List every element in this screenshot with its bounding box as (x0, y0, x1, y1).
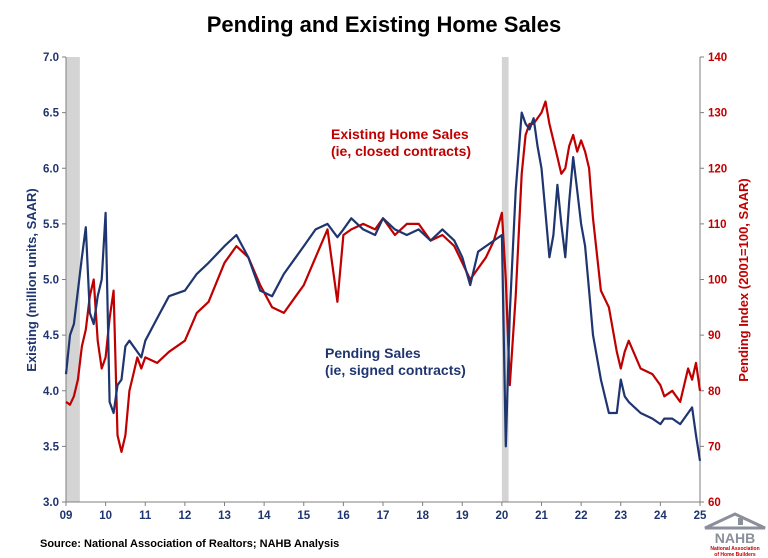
right-tick-label: 100 (708, 275, 727, 287)
left-tick-label: 6.5 (43, 108, 60, 120)
recession-band (66, 57, 80, 502)
pending-annotation-line2: (ie, signed contracts) (325, 362, 466, 378)
source-note: Source: National Association of Realtors… (40, 538, 339, 550)
x-tick-label: 22 (575, 510, 588, 522)
x-tick-label: 18 (416, 510, 429, 522)
x-tick-label: 09 (60, 510, 73, 522)
left-tick-label: 3.5 (43, 441, 60, 453)
x-tick-label: 17 (377, 510, 390, 522)
right-tick-label: 90 (708, 330, 721, 342)
logo-line1: National Association (710, 546, 759, 552)
right-tick-label: 130 (708, 108, 727, 120)
chart-title: Pending and Existing Home Sales (207, 12, 562, 37)
x-tick-label: 23 (614, 510, 627, 522)
axis-ticks: 3.0 3.5 4.0 4.5 5.0 5.5 6.0 6.5 7.0 60 70 80 90 100 11… (43, 52, 727, 522)
right-tick-label: 110 (708, 219, 727, 231)
x-tick-label: 15 (297, 510, 310, 522)
right-axis-label: Pending Index (2001=100, SAAR) (736, 178, 751, 381)
logo-line2: of Home Builders (714, 552, 756, 558)
existing-annotation-line1: Existing Home Sales (331, 126, 469, 142)
pending-series-line (64, 111, 702, 461)
right-tick-label: 140 (708, 52, 727, 64)
left-tick-label: 3.0 (43, 497, 59, 509)
right-tick-label: 120 (708, 163, 727, 175)
x-tick-label: 11 (139, 510, 152, 522)
right-tick-label: 60 (708, 497, 721, 509)
house-icon (704, 512, 766, 530)
x-tick-label: 21 (535, 510, 548, 522)
x-tick-label: 19 (456, 510, 469, 522)
x-tick-label: 25 (694, 510, 707, 522)
right-tick-label: 80 (708, 386, 721, 398)
left-tick-label: 7.0 (43, 52, 59, 64)
series-lines (64, 100, 702, 461)
existing-series-line (65, 100, 702, 453)
left-tick-label: 6.0 (43, 163, 59, 175)
recession-bands (66, 57, 509, 502)
right-tick-label: 70 (708, 441, 721, 453)
left-tick-label: 4.0 (43, 386, 59, 398)
x-tick-label: 20 (495, 510, 508, 522)
left-tick-label: 5.5 (43, 219, 60, 231)
left-tick-label: 4.5 (43, 330, 60, 342)
x-tick-label: 24 (654, 510, 667, 522)
left-tick-label: 5.0 (43, 275, 59, 287)
x-tick-label: 10 (99, 510, 112, 522)
x-tick-label: 14 (258, 510, 271, 522)
pending-annotation-line1: Pending Sales (325, 345, 421, 361)
logo-abbr: NAHB (715, 530, 755, 546)
x-tick-label: 16 (337, 510, 350, 522)
nahb-logo: NAHB National Association of Home Builde… (704, 512, 766, 558)
existing-annotation-line2: (ie, closed contracts) (331, 143, 471, 159)
left-axis-label: Existing (million units, SAAR) (24, 188, 39, 371)
x-tick-label: 12 (178, 510, 191, 522)
x-tick-label: 13 (218, 510, 231, 522)
